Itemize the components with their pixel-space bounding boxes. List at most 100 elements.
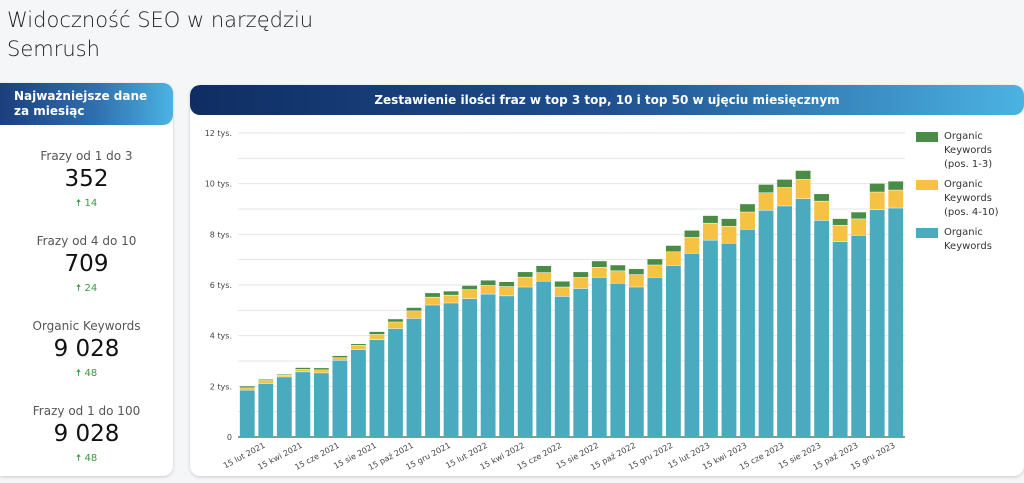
delta-value: 48 (84, 368, 98, 379)
bar-segment (462, 289, 478, 299)
stacked-bar-chart: 02 tys.4 tys.6 tys.8 tys.10 tys.12 tys.1… (205, 129, 905, 472)
bar-segment (295, 367, 311, 370)
bar-segment (869, 183, 885, 192)
legend-label-line: Organic (944, 227, 983, 238)
stat-delta: 🠅 24 (0, 281, 173, 298)
legend-label: Organic Keywords (pos. 4-10) (944, 178, 999, 220)
bar-segment (351, 349, 366, 437)
legend-label-line: Keywords (944, 193, 992, 204)
bar-segment (888, 208, 904, 437)
stat-top10: Frazy od 4 do 10 709 🠅 24 (0, 234, 173, 298)
bar-segment (684, 230, 700, 238)
bar-segment (406, 311, 422, 319)
bar-segment (462, 285, 478, 290)
bar-segment (536, 266, 552, 273)
legend-label: Organic Keywords (944, 226, 992, 254)
bar-segment (332, 355, 348, 358)
bar-segment (647, 259, 663, 265)
summary-header: Najważniejsze dane za miesiąc (0, 83, 173, 125)
bar-segment (480, 280, 496, 286)
bar-segment (554, 281, 570, 287)
bar-segment (313, 368, 329, 370)
chart-legend: Organic Keywords (pos. 1-3) Organic Keywords… (916, 130, 1021, 260)
bar-segment (351, 345, 366, 350)
bar-segment (313, 370, 329, 373)
bar-segment (443, 291, 459, 295)
bar-segment (554, 296, 570, 437)
stat-value: 9 028 (53, 421, 120, 447)
y-tick-label: 0 (227, 433, 232, 442)
bar-segment (628, 274, 644, 287)
legend-item[interactable]: Organic Keywords (916, 226, 1021, 254)
arrow-up-icon: 🠅 (75, 453, 82, 464)
bar-segment (591, 277, 607, 437)
legend-label: Organic Keywords (pos. 1-3) (944, 130, 992, 172)
delta-value: 24 (84, 283, 98, 294)
bar-segment (480, 294, 496, 437)
stat-top100: Frazy od 1 do 100 9 028 🠅 48 (0, 404, 173, 468)
bar-segment (295, 369, 311, 372)
stat-value: 709 (64, 251, 109, 277)
bar-segment (388, 322, 403, 329)
bar-segment (777, 179, 792, 188)
bar-segment (758, 193, 774, 211)
bar-segment (628, 269, 644, 275)
page-title: Widoczność SEO w narzędziu Semrush (7, 8, 314, 61)
bar-segment (406, 318, 422, 437)
bar-segment (777, 187, 792, 206)
bar-segment (369, 334, 385, 340)
bar-segment (425, 293, 440, 297)
bar-segment (740, 229, 755, 437)
bar-segment (628, 287, 644, 437)
bar-segment (647, 265, 663, 278)
legend-label-line: Keywords (944, 241, 992, 252)
delta-value: 14 (84, 198, 98, 209)
bar-segment (851, 235, 867, 437)
chart-title: Zestawienie ilości fraz w top 3 top, 10 … (190, 85, 1024, 115)
bar-segment (610, 283, 626, 437)
bar-segment (869, 210, 885, 437)
bar-segment (258, 383, 274, 437)
bar-segment (814, 220, 830, 437)
bar-segment (888, 181, 904, 190)
bar-segment (573, 272, 589, 278)
bar-segment (591, 261, 607, 268)
bar-segment (443, 295, 459, 303)
bar-segment (814, 194, 830, 201)
bar-segment (758, 184, 774, 193)
bar-segment (795, 170, 811, 180)
bar-segment (369, 331, 385, 335)
bar-segment (425, 305, 440, 437)
bar-segment (832, 241, 848, 437)
bar-segment (703, 240, 718, 437)
bar-segment (795, 198, 811, 437)
stat-delta: 🠅 14 (0, 196, 173, 213)
stat-top3: Frazy od 1 do 3 352 🠅 14 (0, 149, 173, 213)
y-tick-label: 6 tys. (210, 281, 232, 290)
legend-item[interactable]: Organic Keywords (pos. 4-10) (916, 178, 1021, 220)
bar-segment (499, 281, 515, 287)
bar-segment (888, 190, 904, 208)
bar-segment (369, 339, 385, 437)
bar-segment (703, 223, 718, 240)
stat-label: Organic Keywords (32, 319, 141, 333)
bar-segment (499, 286, 515, 296)
bar-segment (777, 206, 792, 437)
bar-segment (276, 375, 292, 377)
stat-value: 352 (64, 166, 109, 192)
stat-label: Frazy od 4 do 10 (36, 234, 137, 248)
bar-segment (276, 377, 292, 437)
legend-item[interactable]: Organic Keywords (pos. 1-3) (916, 130, 1021, 172)
bar-segment (462, 298, 478, 437)
bar-segment (832, 225, 848, 242)
bar-segment (239, 390, 255, 437)
bar-segment (239, 388, 255, 390)
legend-swatch (916, 180, 938, 190)
bar-segment (684, 253, 700, 437)
y-tick-label: 8 tys. (210, 230, 232, 239)
arrow-up-icon: 🠅 (75, 198, 82, 209)
bar-segment (832, 218, 848, 225)
bar-segment (758, 210, 774, 437)
bar-segment (313, 373, 329, 437)
chart-card: Zestawienie ilości fraz w top 3 top, 10 … (190, 85, 1024, 476)
